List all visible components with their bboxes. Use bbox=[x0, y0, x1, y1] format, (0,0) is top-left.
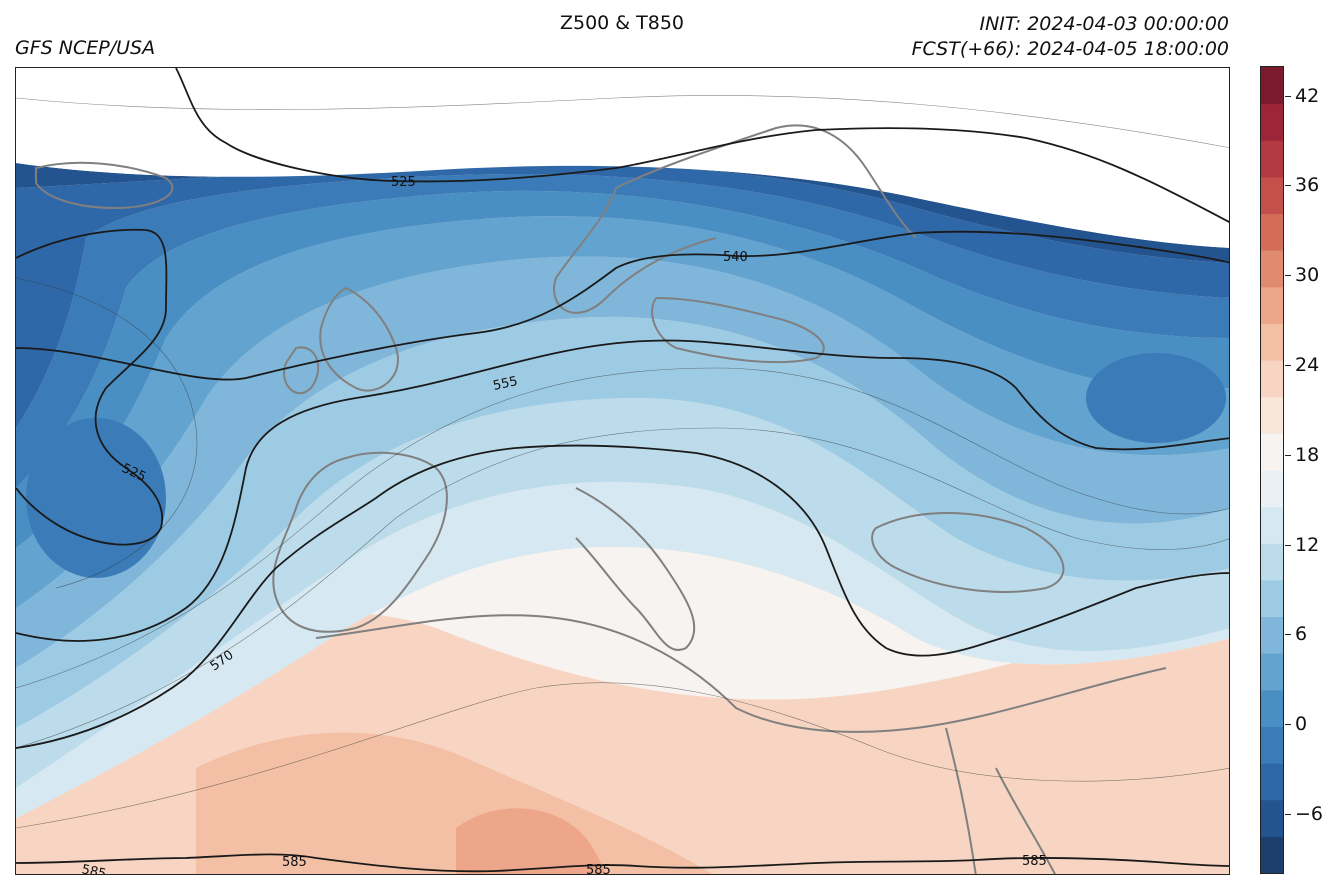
cold-core-atlantic bbox=[26, 418, 166, 578]
contour-label-555: 555 bbox=[492, 374, 519, 394]
colorbar-band bbox=[1261, 396, 1283, 434]
contour-555 bbox=[16, 339, 1229, 642]
contour-570 bbox=[16, 444, 1229, 749]
contour-label-585-a: 585 bbox=[80, 862, 107, 875]
forecast-time: FCST(+66): 2024-04-05 18:00:00 bbox=[911, 38, 1229, 60]
band-cool-3 bbox=[16, 317, 1229, 728]
coast-italy bbox=[575, 487, 696, 651]
band-cool-2 bbox=[16, 398, 1229, 788]
tick-label: 36 bbox=[1295, 174, 1320, 196]
tick-label: 0 bbox=[1295, 713, 1308, 735]
height-contours bbox=[16, 68, 1229, 873]
colorbar-band bbox=[1261, 213, 1283, 251]
colorbar-band bbox=[1261, 140, 1283, 178]
tick-mark bbox=[1285, 275, 1291, 276]
colorbar-gradient bbox=[1261, 67, 1283, 873]
thin-contour-5 bbox=[16, 682, 1229, 829]
band-warm-3 bbox=[456, 808, 606, 874]
colorbar-band bbox=[1261, 616, 1283, 654]
colorbar-band bbox=[1261, 360, 1283, 398]
chart-title: Z500 & T850 bbox=[559, 12, 685, 34]
colorbar-band bbox=[1261, 433, 1283, 471]
coast-british-isles bbox=[283, 286, 399, 395]
colorbar-band bbox=[1261, 689, 1283, 727]
model-label: GFS NCEP/USA bbox=[15, 37, 156, 59]
coast-nile-red-sea bbox=[945, 727, 1057, 874]
thin-contour-3 bbox=[16, 367, 1229, 689]
coast-scandinavia bbox=[553, 124, 917, 314]
tick-label: −6 bbox=[1295, 803, 1324, 825]
contour-585 bbox=[16, 853, 1229, 873]
map-panel: 525 525 540 555 570 585 585 585 585 bbox=[15, 67, 1230, 875]
colorbar-band bbox=[1261, 103, 1283, 141]
tick-label: 12 bbox=[1295, 534, 1320, 556]
colorbar-band bbox=[1261, 250, 1283, 288]
band-cold-2 bbox=[16, 190, 1229, 548]
contour-label-525-north: 525 bbox=[391, 175, 416, 190]
tick-label: 18 bbox=[1295, 444, 1320, 466]
cold-core-russia bbox=[1086, 353, 1226, 443]
colorbar-band bbox=[1261, 286, 1283, 324]
run-info: INIT: 2024-04-03 00:00:00 FCST(+66): 202… bbox=[912, 12, 1229, 62]
unshaded-north bbox=[16, 68, 1229, 248]
coast-black-sea bbox=[871, 512, 1065, 593]
band-cold-5 bbox=[16, 163, 1229, 263]
contour-label-540: 540 bbox=[723, 250, 748, 265]
coast-iceland bbox=[35, 161, 174, 210]
colorbar-band bbox=[1261, 579, 1283, 618]
colorbar-band bbox=[1261, 763, 1283, 801]
init-time: INIT: 2024-04-03 00:00:00 bbox=[979, 13, 1229, 35]
tick-label: 24 bbox=[1295, 354, 1320, 376]
coast-iberia bbox=[272, 451, 448, 633]
contour-label-585-b: 585 bbox=[282, 855, 307, 870]
map-canvas: 525 525 540 555 570 585 585 585 585 bbox=[16, 68, 1229, 875]
colorbar-band bbox=[1261, 653, 1283, 691]
colorbar-band bbox=[1261, 836, 1283, 873]
contour-525-low bbox=[16, 228, 168, 546]
colorbar-band bbox=[1261, 176, 1283, 215]
tick-mark bbox=[1285, 185, 1291, 186]
contour-label-585-d: 585 bbox=[1022, 854, 1047, 869]
contour-525-north bbox=[175, 68, 1229, 223]
tick-label: 6 bbox=[1295, 623, 1308, 645]
colorbar-band bbox=[1261, 726, 1283, 764]
tick-mark bbox=[1285, 724, 1291, 725]
colorbar-band bbox=[1261, 543, 1283, 581]
temperature-field bbox=[16, 68, 1229, 874]
tick-mark bbox=[1285, 365, 1291, 366]
colorbar-band bbox=[1261, 323, 1283, 361]
band-cold-3 bbox=[16, 173, 1229, 488]
thin-contour-4 bbox=[16, 427, 1229, 749]
thin-contours bbox=[16, 95, 1229, 829]
tick-label: 42 bbox=[1295, 85, 1320, 107]
coast-north-africa bbox=[315, 614, 1167, 733]
contour-label-585-c: 585 bbox=[586, 863, 611, 875]
colorbar-band bbox=[1261, 67, 1283, 105]
colorbar-band bbox=[1261, 799, 1283, 837]
contour-540 bbox=[16, 230, 1229, 381]
band-cool-1 bbox=[16, 481, 1229, 818]
tick-label: 30 bbox=[1295, 264, 1320, 286]
thin-contour-1 bbox=[16, 95, 1229, 148]
tick-mark bbox=[1285, 96, 1291, 97]
colorbar-band bbox=[1261, 506, 1283, 544]
colorbar-band bbox=[1261, 470, 1283, 508]
band-cold-1 bbox=[16, 216, 1229, 608]
band-cool-4 bbox=[16, 256, 1229, 668]
thin-contour-2 bbox=[16, 277, 198, 589]
tick-mark bbox=[1285, 545, 1291, 546]
tick-mark bbox=[1285, 634, 1291, 635]
tick-mark bbox=[1285, 455, 1291, 456]
coastlines bbox=[35, 124, 1167, 874]
band-cold-4 bbox=[16, 163, 1229, 428]
colorbar bbox=[1260, 66, 1284, 874]
coast-baltic bbox=[651, 297, 825, 364]
tick-mark bbox=[1285, 814, 1291, 815]
